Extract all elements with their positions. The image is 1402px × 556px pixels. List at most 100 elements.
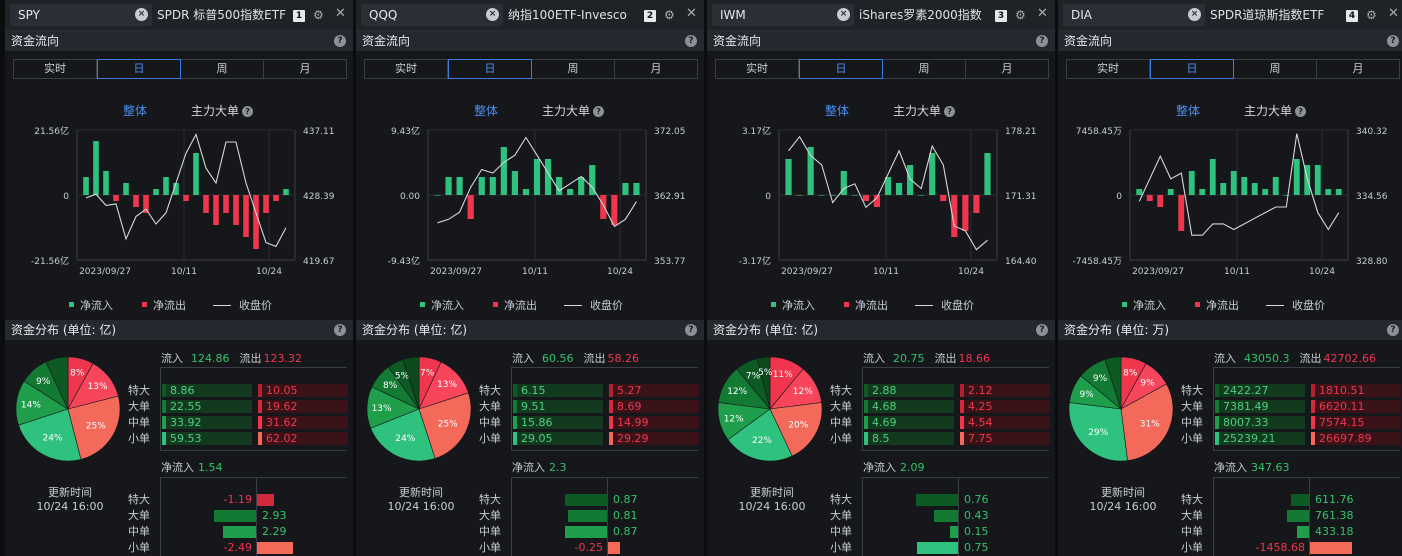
pie-slice [1068,402,1128,462]
help-icon[interactable]: ? [1036,324,1048,336]
inflow-cell: 4.68 [864,400,954,413]
inflow-bar [1220,183,1227,195]
help-icon[interactable]: ? [334,35,346,47]
tab-period-3[interactable]: 月 [299,62,311,75]
help-icon[interactable]: ? [334,324,346,336]
ticker-input[interactable]: QQQ × [361,4,503,26]
tab-period-0[interactable]: 实时 [1067,60,1150,78]
net-flow-axis [256,477,257,556]
axis-tick-label: 171.31 [1005,192,1037,202]
tab-period-3[interactable]: 月 [1001,62,1013,75]
fund-panel-iwm: IWM × iShares罗素2000指数 3 ⚙ ✕ 资金流向? 实时日周 月整体 主力大单? 3… [707,0,1055,556]
tab-period-1[interactable]: 日 [448,59,532,79]
period-tabs: 实时日周 月 [364,59,698,79]
outflow-bar [467,195,474,219]
tab-period-2[interactable]: 周 [1234,60,1317,78]
tab-period-3[interactable]: 月 [650,62,662,75]
x-tick-label: 2023/09/27 [430,267,482,277]
help-icon[interactable]: ? [944,106,956,117]
tab-period-2[interactable]: 周 [532,60,615,78]
help-icon[interactable]: ? [1387,35,1399,47]
pie-slice [769,402,823,457]
mode-whole-button[interactable]: 整体 [123,104,148,118]
help-icon[interactable]: ? [1387,324,1399,336]
outflow-bar [223,195,229,213]
fund-distribution-header: 资金分布 (单位: 亿)? [356,320,704,340]
clear-icon[interactable]: × [837,8,850,21]
mode-whole-button[interactable]: 整体 [474,104,499,118]
settings-sliders-icon[interactable]: ⚙ [664,8,675,22]
help-icon[interactable]: ? [593,106,605,117]
net-flow-row: 大单 0.43 [830,508,1050,524]
mode-main-button[interactable]: 主力大单? [542,102,605,119]
outflow-value: 6620.11 [1319,400,1365,413]
inflow-bar [785,159,792,195]
inflow-value: 6.15 [521,384,546,397]
tab-period-3[interactable]: 月 [1352,62,1364,75]
mode-main-label: 主力大单 [191,104,240,118]
help-icon[interactable]: ? [242,106,254,117]
legend-label: 净流出 [504,299,537,312]
close-icon[interactable]: ✕ [1037,6,1048,21]
net-flow-grid [862,477,1049,556]
tab-period-0[interactable]: 实时 [716,60,799,78]
settings-sliders-icon[interactable]: ⚙ [313,8,324,22]
help-icon[interactable]: ? [685,324,697,336]
tab-period-1[interactable]: 日 [1150,59,1234,79]
clear-icon[interactable]: × [1188,8,1201,21]
tab-period-2[interactable]: 周 [181,60,264,78]
distribution-grid [1213,367,1400,451]
outflow-bar [253,195,259,249]
legend-line [915,305,933,306]
mode-whole-button[interactable]: 整体 [1176,104,1201,118]
clear-icon[interactable]: × [486,8,499,21]
outflow-cell: 19.62 [258,400,348,413]
inflow-bar [1188,171,1195,195]
update-time-value: 10/24 16:00 [738,500,806,513]
help-icon[interactable]: ? [685,35,697,47]
settings-sliders-icon[interactable]: ⚙ [1366,8,1377,22]
pie-slice [727,408,793,462]
inflow-cell: 4.69 [864,416,954,429]
close-icon[interactable]: ✕ [686,6,697,21]
ticker-bar: QQQ × 纳指100ETF-Invesco 2 ⚙ ✕ [356,0,704,31]
mode-main-button[interactable]: 主力大单? [1244,102,1307,119]
distribution-grid [862,367,1049,451]
clear-icon[interactable]: × [135,8,148,21]
inflow-value: 9.51 [521,400,546,413]
pie-slice-label: 9% [1140,379,1155,389]
inflow-bar [478,177,485,195]
ticker-input[interactable]: DIA × [1063,4,1205,26]
outflow-label: 流出 [583,352,606,365]
net-flow-value: 0.87 [613,493,638,506]
ticker-input[interactable]: IWM × [712,4,854,26]
help-icon[interactable]: ? [1036,35,1048,47]
net-flow-row: 特大 611.76 [1181,492,1401,508]
axis-tick-label: -9.43亿 [388,255,420,267]
mode-whole-button[interactable]: 整体 [825,104,850,118]
outflow-marker [960,432,964,445]
tab-period-2[interactable]: 周 [883,60,966,78]
inflow-value: 2.88 [872,384,897,397]
pie-slice-label: 24% [42,433,62,443]
mode-main-button[interactable]: 主力大单? [893,102,956,119]
tab-period-0[interactable]: 实时 [14,60,97,78]
mode-main-button[interactable]: 主力大单? [191,102,254,119]
inflow-bar [434,195,441,196]
tab-period-0[interactable]: 实时 [365,60,448,78]
tab-period-1[interactable]: 日 [97,59,181,79]
row-label: 特大 [1181,493,1203,506]
tab-period-1[interactable]: 日 [799,59,883,79]
inflow-cell: 33.92 [162,416,252,429]
help-icon[interactable]: ? [1295,106,1307,117]
period-tabs: 实时日周 月 [1066,59,1400,79]
row-label: 特大 [479,493,501,506]
ticker-input[interactable]: SPY × [10,4,152,26]
close-icon[interactable]: ✕ [1388,6,1399,21]
close-icon[interactable]: ✕ [335,6,346,21]
row-label: 特大 [128,384,150,397]
inflow-cell: 59.53 [162,432,252,445]
inflow-bar [567,189,574,195]
settings-sliders-icon[interactable]: ⚙ [1015,8,1026,22]
outflow-cell: 4.54 [960,416,1050,429]
